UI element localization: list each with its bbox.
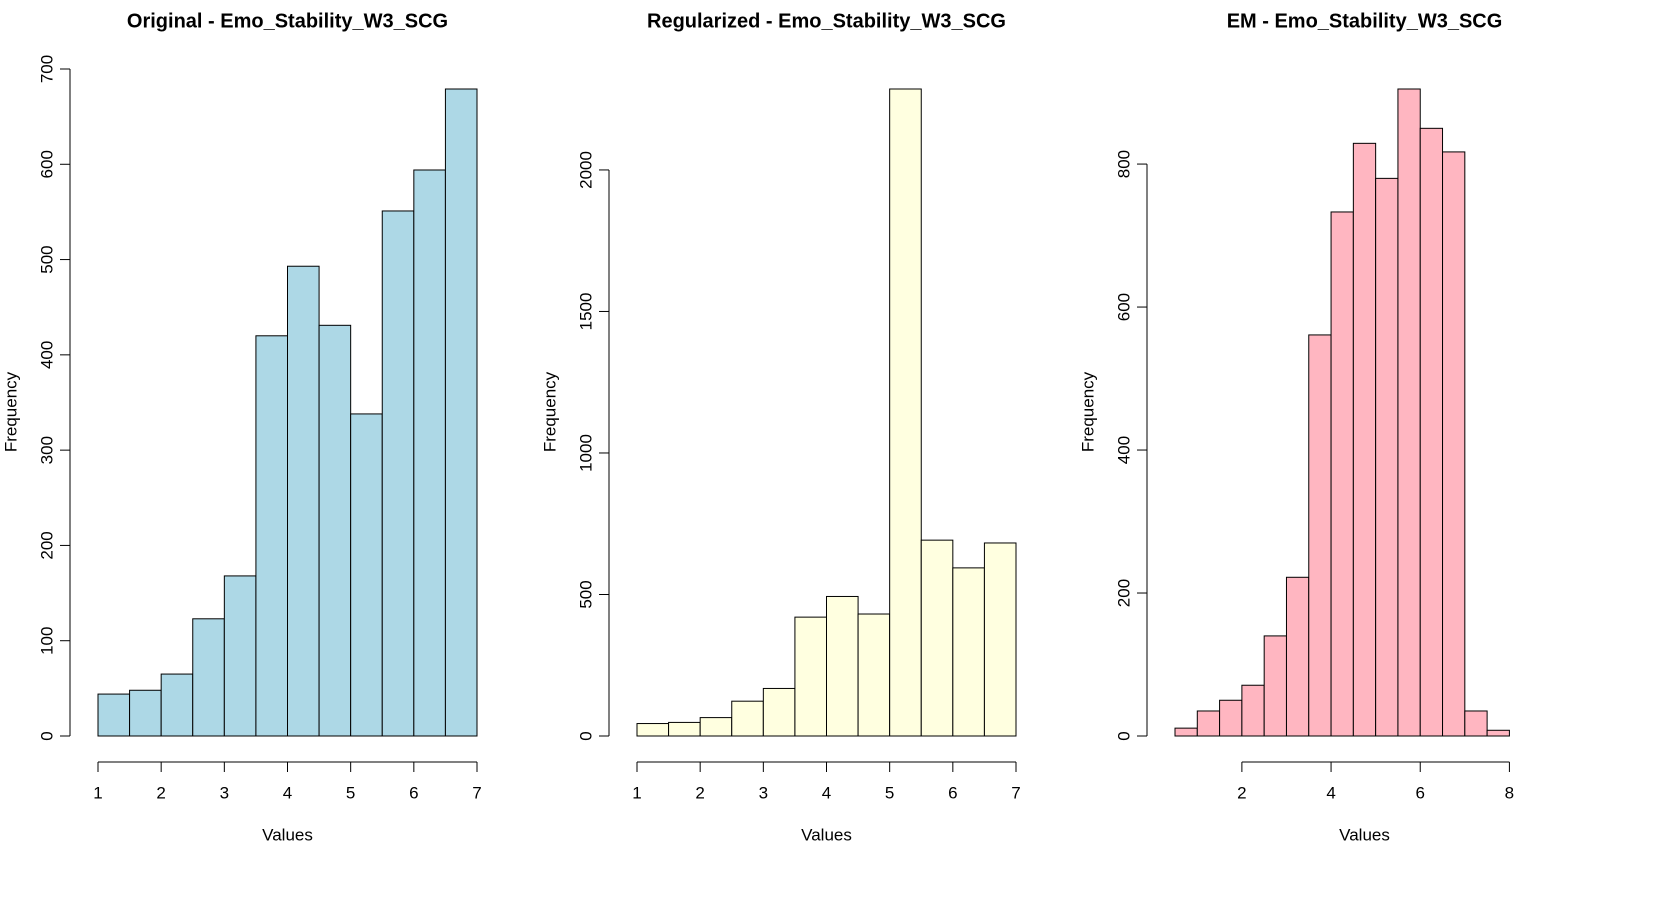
y-tick-label: 500 bbox=[37, 245, 56, 273]
bar bbox=[1352, 142, 1377, 737]
y-tick-label: 400 bbox=[1114, 436, 1133, 464]
bar bbox=[1442, 151, 1466, 737]
bar bbox=[1263, 635, 1287, 737]
y-tick-label: 0 bbox=[37, 731, 56, 740]
bar bbox=[731, 700, 764, 737]
bar bbox=[1308, 334, 1332, 737]
x-tick-label: 5 bbox=[346, 783, 355, 802]
x-tick-label: 4 bbox=[822, 783, 831, 802]
bar bbox=[699, 717, 733, 737]
x-tick-label: 3 bbox=[220, 783, 229, 802]
y-tick-label: 100 bbox=[37, 627, 56, 655]
bar bbox=[1241, 684, 1265, 737]
bar bbox=[1219, 699, 1243, 737]
y-tick-label: 600 bbox=[1114, 293, 1133, 321]
y-tick-label: 500 bbox=[576, 580, 595, 608]
bar bbox=[952, 567, 985, 737]
x-tick-label: 2 bbox=[695, 783, 704, 802]
x-tick-label: 3 bbox=[759, 783, 768, 802]
y-axis-label: Frequency bbox=[540, 371, 559, 452]
x-tick-label: 2 bbox=[1237, 783, 1246, 802]
bar bbox=[983, 542, 1017, 737]
bar bbox=[160, 673, 194, 737]
y-tick-label: 1500 bbox=[576, 293, 595, 331]
bar bbox=[1397, 88, 1421, 737]
x-tick-label: 4 bbox=[283, 783, 292, 802]
chart-title: Original - Emo_Stability_W3_SCG bbox=[127, 10, 448, 32]
bar bbox=[287, 265, 320, 737]
x-tick-label: 6 bbox=[409, 783, 418, 802]
y-tick-label: 400 bbox=[37, 341, 56, 369]
x-axis-label: Values bbox=[262, 825, 313, 844]
chart-title: EM - Emo_Stability_W3_SCG bbox=[1227, 10, 1503, 32]
bar bbox=[350, 413, 383, 737]
y-tick-label: 200 bbox=[37, 531, 56, 559]
bar bbox=[1196, 710, 1221, 737]
bar bbox=[1285, 576, 1310, 737]
y-tick-label: 300 bbox=[37, 436, 56, 464]
y-tick-label: 200 bbox=[1114, 579, 1133, 607]
x-axis-label: Values bbox=[1339, 825, 1390, 844]
bar bbox=[381, 210, 415, 737]
x-tick-label: 1 bbox=[632, 783, 641, 802]
y-tick-label: 700 bbox=[37, 55, 56, 83]
x-tick-label: 4 bbox=[1326, 783, 1335, 802]
y-tick-label: 1000 bbox=[576, 434, 595, 472]
y-axis-label: Frequency bbox=[1, 371, 20, 452]
bar bbox=[129, 689, 162, 737]
x-tick-label: 6 bbox=[948, 783, 957, 802]
y-tick-label: 0 bbox=[1114, 731, 1133, 740]
bar bbox=[97, 693, 131, 737]
x-tick-label: 6 bbox=[1416, 783, 1425, 802]
x-tick-label: 8 bbox=[1505, 783, 1514, 802]
bar bbox=[1486, 729, 1510, 737]
bar bbox=[668, 721, 701, 737]
chart-title: Regularized - Emo_Stability_W3_SCG bbox=[647, 10, 1006, 32]
bar bbox=[444, 88, 478, 737]
bar bbox=[857, 613, 891, 737]
y-tick-label: 800 bbox=[1114, 150, 1133, 178]
bar bbox=[826, 595, 859, 737]
x-axis-label: Values bbox=[801, 825, 852, 844]
y-tick-label: 2000 bbox=[576, 151, 595, 189]
bar bbox=[1174, 727, 1198, 737]
bar bbox=[255, 335, 289, 737]
bar bbox=[1419, 127, 1444, 737]
bar bbox=[889, 88, 922, 737]
bar bbox=[1375, 177, 1399, 737]
x-tick-label: 7 bbox=[1011, 783, 1020, 802]
bar bbox=[413, 169, 446, 737]
y-tick-label: 0 bbox=[576, 731, 595, 740]
bar bbox=[920, 539, 954, 737]
bar bbox=[762, 687, 796, 737]
bar bbox=[1464, 710, 1488, 737]
y-tick-label: 600 bbox=[37, 150, 56, 178]
x-tick-label: 2 bbox=[156, 783, 165, 802]
bar bbox=[223, 575, 257, 737]
x-tick-label: 5 bbox=[885, 783, 894, 802]
bar bbox=[1330, 211, 1354, 737]
bar bbox=[636, 723, 670, 737]
x-tick-label: 1 bbox=[93, 783, 102, 802]
x-tick-label: 7 bbox=[472, 783, 481, 802]
bar bbox=[318, 324, 352, 737]
bar bbox=[794, 616, 828, 737]
bar bbox=[192, 618, 225, 737]
y-axis-label: Frequency bbox=[1078, 371, 1097, 452]
